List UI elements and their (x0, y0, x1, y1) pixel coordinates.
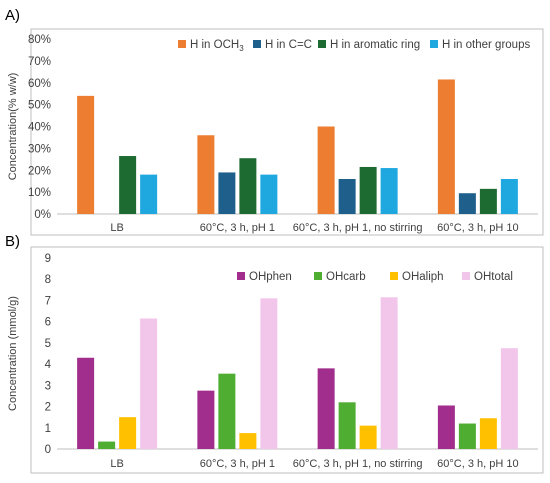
chart-panel-b: B) 0 1 2 3 4 5 6 7 8 9 Concentration (mmol/g) LB 60°C… (5, 233, 544, 474)
bar (380, 168, 398, 214)
y-tick-label: 80% (28, 34, 51, 46)
bar (317, 368, 335, 449)
bar (458, 423, 476, 449)
bar (500, 179, 518, 214)
chart-panel-a: A) 0% 10% 20% 30% 40% 50% 60% 70% 80% Concentratio… (5, 7, 544, 236)
legend-swatch (237, 272, 245, 280)
y-tick-label: 0 (45, 444, 51, 456)
y-axis-label: Concentration(% w/w) (7, 73, 19, 181)
bar (479, 418, 497, 449)
y-tick-label: 9 (45, 253, 51, 265)
y-tick-label: 0% (34, 209, 51, 221)
legend-swatch (318, 40, 326, 48)
y-tick-label: 1 (45, 423, 51, 435)
y-tick-label: 4 (45, 359, 52, 371)
bar (359, 166, 377, 214)
y-tick-label: 30% (28, 143, 51, 155)
y-tick-label: 20% (28, 165, 51, 177)
bar (77, 95, 95, 214)
bar (500, 348, 518, 449)
x-category-label: 60°C, 3 h, pH 1 (200, 222, 275, 234)
y-tick-label: 40% (28, 122, 51, 134)
x-category-label: 60°C, 3 h, pH 1, no stirring (293, 222, 423, 234)
bar (260, 298, 278, 449)
bar (458, 193, 476, 214)
legend-label: H in aromatic ring (330, 39, 420, 51)
bar (239, 433, 257, 449)
bar (197, 135, 215, 214)
x-category-label: 60°C, 3 h, pH 1 (200, 458, 275, 470)
legend-swatch (390, 272, 398, 280)
chart-frame (30, 28, 544, 236)
bar (140, 174, 158, 214)
bar (359, 425, 377, 449)
bar (119, 417, 137, 449)
bar (338, 179, 356, 214)
bar (317, 126, 335, 214)
bar (218, 373, 236, 449)
y-tick-label: 6 (45, 317, 51, 329)
bar (338, 402, 356, 449)
chart-frame (30, 246, 544, 474)
y-tick-label: 8 (45, 274, 51, 286)
x-category-label: LB (110, 458, 123, 470)
bar (119, 156, 137, 214)
x-category-label: LB (110, 222, 123, 234)
bar (239, 158, 257, 214)
x-category-label: 60°C, 3 h, pH 1, no stirring (293, 458, 423, 470)
legend-label: OHcarb (326, 271, 366, 283)
legend-label: H in OCH3 (190, 39, 244, 53)
y-tick-label: 10% (28, 187, 51, 199)
panel-label: B) (5, 233, 20, 250)
bar (260, 174, 278, 214)
bar (98, 441, 116, 449)
legend-label: H in other groups (442, 39, 530, 51)
y-tick-label: 50% (28, 100, 51, 112)
x-category-label: 60°C, 3 h, pH 10 (437, 222, 518, 234)
legend-swatch (253, 40, 261, 48)
bar (437, 79, 455, 214)
y-tick-label: 2 (45, 402, 51, 414)
y-tick-label: 70% (28, 56, 51, 68)
legend-swatch (178, 40, 186, 48)
bar (77, 357, 95, 449)
panel-label: A) (5, 7, 20, 24)
bar (479, 188, 497, 214)
legend-swatch (430, 40, 438, 48)
x-category-label: 60°C, 3 h, pH 10 (437, 458, 518, 470)
bar (380, 297, 398, 449)
legend-label: OHphen (249, 271, 292, 283)
bar (218, 172, 236, 214)
bar (437, 405, 455, 449)
legend-label: H in C=C (265, 39, 312, 51)
y-tick-label: 5 (45, 338, 51, 350)
y-tick-label: 7 (45, 295, 51, 307)
bar (140, 318, 158, 449)
y-tick-label: 60% (28, 78, 51, 90)
bar (197, 390, 215, 449)
y-tick-label: 3 (45, 380, 51, 392)
legend-label: OHtotal (474, 271, 513, 283)
legend-label: OHaliph (402, 271, 444, 283)
y-axis-label: Concentration (mmol/g) (7, 296, 19, 411)
legend-swatch (462, 272, 470, 280)
legend-swatch (314, 272, 322, 280)
